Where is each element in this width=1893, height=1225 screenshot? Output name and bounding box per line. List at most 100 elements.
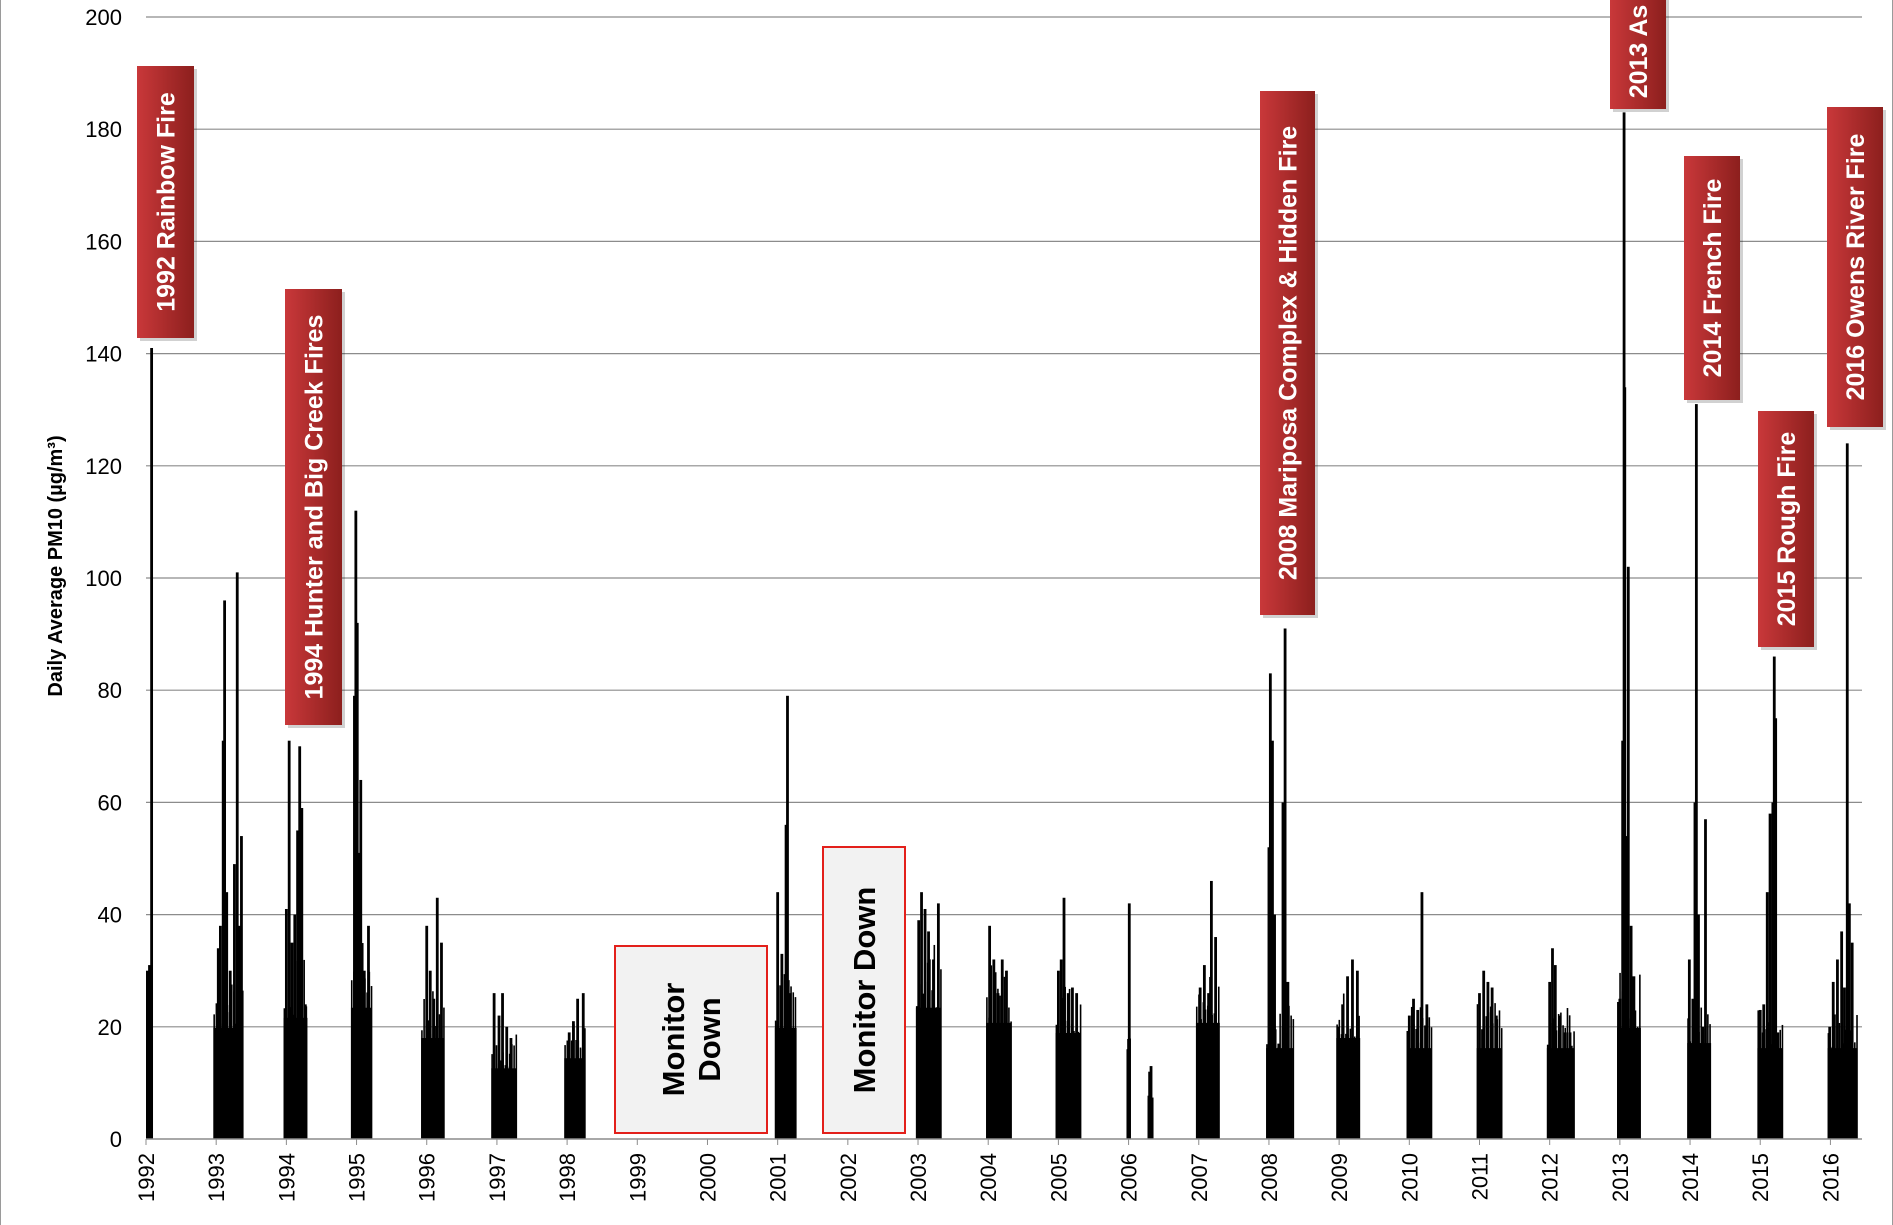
peak-bar	[1831, 981, 1835, 1139]
daily-bar	[1415, 1028, 1417, 1139]
peak-bar	[576, 998, 580, 1139]
peak-bar	[1198, 987, 1202, 1139]
daily-bar	[566, 1040, 569, 1139]
y-tick-label: 20	[98, 1015, 122, 1040]
peak-bar	[1351, 959, 1354, 1139]
daily-bar	[1500, 1028, 1503, 1139]
daily-bar	[1838, 1022, 1841, 1139]
annotation-label: 2013 As	[1625, 5, 1653, 99]
peak-bar	[936, 903, 940, 1139]
peak-bar	[240, 836, 243, 1139]
peak-bar	[1283, 628, 1287, 1139]
x-tick-label: 2009	[1327, 1153, 1352, 1202]
peak-bar	[228, 970, 232, 1139]
daily-bar	[350, 980, 353, 1139]
peak-bar	[148, 965, 151, 1139]
y-tick-label: 0	[110, 1127, 122, 1152]
daily-bar	[1617, 1001, 1619, 1139]
y-tick-label: 200	[85, 5, 122, 30]
daily-bar	[1856, 1015, 1858, 1139]
x-tick-label: 2005	[1046, 1153, 1071, 1202]
peak-bar	[492, 993, 496, 1139]
annotation-label: MonitorDown	[656, 983, 727, 1097]
peak-bar	[501, 993, 504, 1139]
peak-bar	[509, 1038, 513, 1139]
annotation-label: 1992 Rainbow Fire	[153, 92, 181, 312]
x-tick-label: 1993	[204, 1153, 229, 1202]
peak-bar	[1482, 970, 1486, 1139]
daily-bar	[230, 984, 233, 1139]
peak-bar	[572, 1021, 575, 1139]
peak-bar	[1704, 819, 1707, 1139]
season-bars	[283, 740, 308, 1139]
daily-bar	[427, 1020, 430, 1139]
daily-bar	[1485, 1016, 1488, 1139]
daily-bar	[1410, 1006, 1413, 1139]
peak-bar	[1337, 1026, 1340, 1139]
x-tick-label: 2016	[1818, 1153, 1843, 1202]
peak-bar	[567, 1032, 571, 1139]
annotation-label: 2014 French Fire	[1699, 179, 1727, 378]
daily-bar	[1639, 974, 1641, 1139]
peak-bar	[428, 970, 432, 1139]
fire-annotation: 1992 Rainbow Fire	[137, 66, 197, 341]
peak-bar	[1776, 1032, 1780, 1139]
peak-bar	[1563, 1032, 1567, 1139]
x-tick-label: 2013	[1608, 1153, 1633, 1202]
annotation-box	[1610, 0, 1666, 109]
peak-bar	[776, 892, 780, 1139]
daily-bar	[779, 985, 781, 1139]
peak-bar	[1847, 903, 1851, 1139]
peak-bar	[425, 925, 429, 1139]
peak-bar	[1214, 937, 1218, 1139]
x-tick-label: 2007	[1187, 1153, 1212, 1202]
peak-bar	[296, 830, 299, 1139]
peak-bar	[293, 914, 297, 1139]
daily-bar	[423, 998, 425, 1139]
season-bars	[1336, 959, 1361, 1139]
daily-bar	[283, 1008, 286, 1139]
x-tick-label: 2014	[1678, 1153, 1703, 1202]
peak-bar	[1843, 987, 1846, 1139]
season-bars	[1617, 112, 1641, 1140]
daily-bar	[1571, 1045, 1573, 1139]
peak-bar	[1701, 1026, 1705, 1139]
daily-bar	[1834, 1014, 1836, 1139]
season-bars	[491, 993, 518, 1139]
peak-bar	[1066, 993, 1070, 1139]
season-bars	[915, 892, 942, 1139]
peak-bar	[235, 572, 239, 1139]
peak-bar	[1558, 1015, 1561, 1139]
peak-bar	[992, 959, 996, 1139]
daily-bar	[774, 1020, 777, 1139]
x-tick-label: 2000	[695, 1153, 720, 1202]
season-bars	[146, 347, 154, 1139]
annotation-label: 1994 Hunter and Big Creek Fires	[301, 315, 329, 700]
peak-bar	[1625, 836, 1629, 1139]
x-tick-label: 1996	[415, 1153, 440, 1202]
peak-bar	[1836, 959, 1839, 1139]
peak-bar	[216, 948, 220, 1139]
peak-bar	[146, 970, 149, 1139]
daily-bar	[1073, 1030, 1075, 1139]
peak-bar	[1840, 931, 1844, 1139]
peak-bar	[786, 695, 789, 1139]
peak-bar	[780, 953, 784, 1139]
peak-bar	[1765, 892, 1769, 1139]
y-tick-label: 140	[85, 342, 122, 367]
peak-bar	[300, 808, 304, 1139]
x-tick-label: 1995	[345, 1153, 370, 1202]
annotation-label: 2008 Mariposa Complex & Hidden Fire	[1275, 126, 1303, 580]
peak-bar	[1005, 970, 1008, 1139]
peak-bar	[1845, 443, 1849, 1139]
peak-bar	[1075, 993, 1079, 1139]
peak-bar	[581, 993, 585, 1139]
daily-bar	[990, 965, 993, 1139]
season-bars	[1546, 948, 1575, 1139]
x-tick-label: 2015	[1748, 1153, 1773, 1202]
fire-annotation: 1994 Hunter and Big Creek Fires	[285, 289, 345, 728]
daily-bar	[1430, 1027, 1433, 1139]
peak-bar	[303, 1004, 307, 1139]
fire-annotation: 2013 As	[1610, 0, 1669, 112]
